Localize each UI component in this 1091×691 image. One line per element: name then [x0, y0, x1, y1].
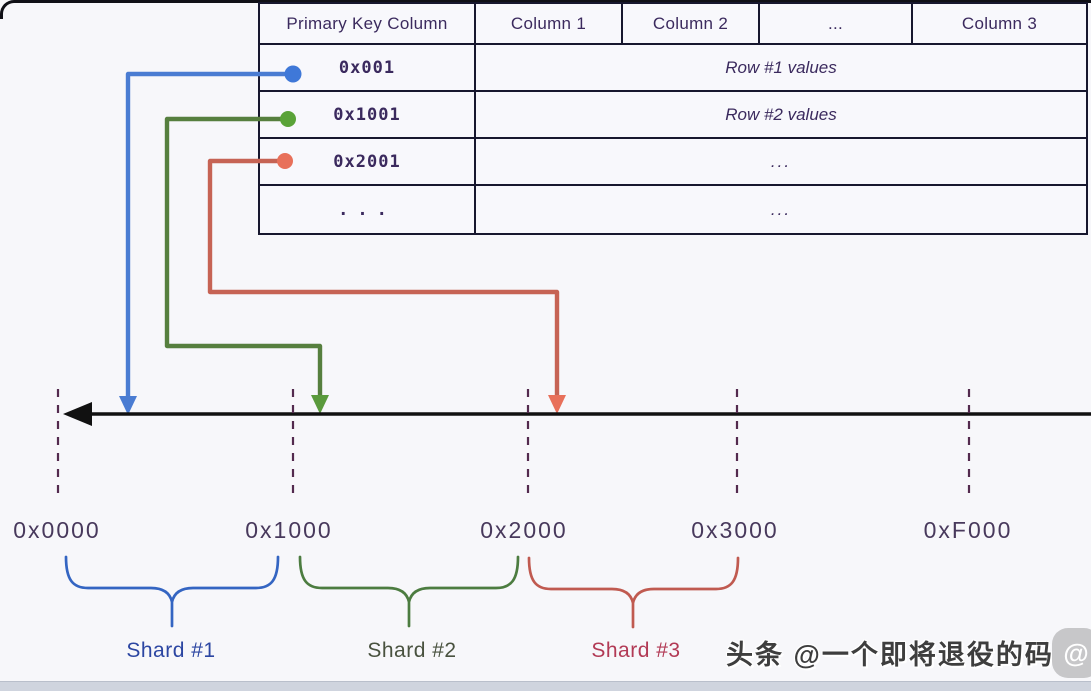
table-row-key-2: 0x1001 — [260, 92, 476, 139]
table-header-column3: Column 3 — [913, 4, 1086, 45]
window-corner-frame — [0, 0, 1091, 19]
shard1-label: Shard #1 — [126, 639, 216, 662]
table-row-values-more: ... — [770, 199, 792, 219]
shard2-brace — [298, 555, 520, 628]
table-row-values-1: Row #1 values — [476, 45, 1086, 92]
shard2-label: Shard #2 — [367, 639, 457, 662]
table-row-values-3: ... — [476, 139, 1086, 186]
watermark-text: 头条 @一个即将退役的码农 — [726, 640, 1083, 670]
shard3-brace — [527, 556, 740, 629]
tick-label-0x3000: 0x3000 — [691, 517, 779, 543]
tick-label-0x1000: 0x1000 — [245, 517, 333, 543]
table-header-column2: Column 2 — [623, 4, 760, 45]
tick-label-0x2000: 0x2000 — [480, 517, 568, 543]
watermark-at-badge: @ — [1052, 628, 1091, 678]
database-table: Primary Key Column Column 1 Column 2 ...… — [258, 2, 1088, 235]
bottom-strip — [0, 681, 1091, 691]
table-row-values-2: Row #2 values — [476, 92, 1086, 139]
tick-label-0x0000: 0x0000 — [13, 517, 101, 543]
tick-label-0xF000: 0xF000 — [923, 517, 1013, 543]
shard3-label: Shard #3 — [591, 639, 681, 662]
shard1-brace — [64, 555, 280, 628]
table-header-primary-key: Primary Key Column — [260, 4, 476, 45]
table-row-key-more: ... — [260, 186, 476, 233]
table-header-ellipsis: ... — [760, 4, 913, 45]
table-row-key-1: 0x001 — [260, 45, 476, 92]
left-arrowhead-icon — [63, 402, 92, 426]
number-line — [63, 402, 1091, 426]
table-row-key-3: 0x2001 — [260, 139, 476, 186]
table-header-column1: Column 1 — [476, 4, 623, 45]
range-ticks — [56, 389, 971, 497]
